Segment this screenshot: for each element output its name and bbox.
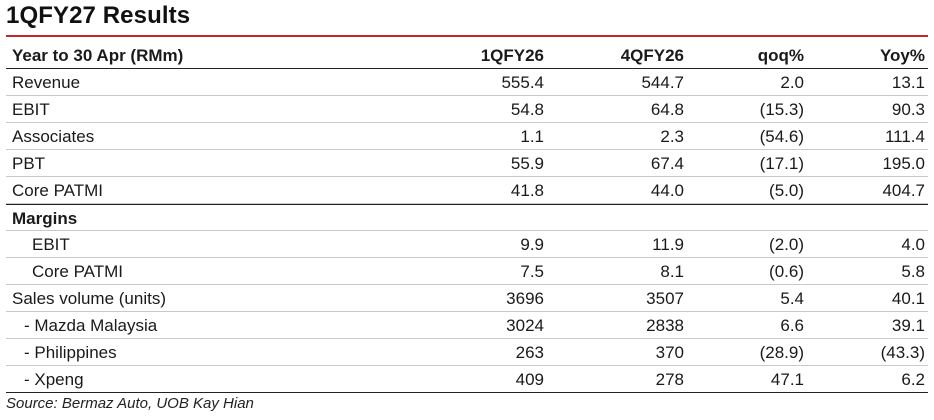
table-row-sales-volume: Sales volume (units) 3696 3507 5.4 40.1	[6, 285, 928, 312]
cell-yoy: 6.2	[901, 370, 925, 389]
cell-1qfy26: 3696	[506, 289, 544, 308]
cell-yoy: 111.4	[884, 127, 925, 146]
table-row-philippines: - Philippines 263 370 (28.9) (43.3)	[6, 339, 928, 366]
cell-1qfy26: 9.9	[520, 235, 544, 254]
cell-1qfy26: 55.9	[510, 154, 544, 173]
table-row-xpeng: - Xpeng 409 278 47.1 6.2	[6, 366, 928, 393]
page-title: 1QFY27 Results	[6, 2, 191, 29]
cell-yoy: 195.0	[882, 154, 925, 173]
cell-4qfy26: 67.4	[650, 154, 684, 173]
cell-1qfy26: 555.4	[501, 73, 544, 92]
table-header-row: Year to 30 Apr (RMm) 1QFY26 4QFY26 qoq% …	[6, 43, 928, 69]
row-label: Core PATMI	[32, 262, 123, 281]
table-row-associates: Associates 1.1 2.3 (54.6) 111.4	[6, 123, 928, 150]
cell-qoq: 47.1	[770, 370, 804, 389]
cell-4qfy26: 2838	[646, 316, 684, 335]
cell-yoy: 39.1	[891, 316, 925, 335]
cell-qoq: (0.6)	[769, 262, 804, 281]
row-label: EBIT	[32, 235, 70, 254]
table-row-margin-core-patmi: Core PATMI 7.5 8.1 (0.6) 5.8	[6, 258, 928, 285]
cell-4qfy26: 544.7	[641, 73, 684, 92]
cell-qoq: (5.0)	[769, 181, 804, 200]
cell-4qfy26: 8.1	[660, 262, 684, 281]
header-col-qoq: qoq%	[757, 46, 804, 65]
cell-yoy: (43.3)	[880, 343, 925, 362]
row-label: PBT	[12, 154, 46, 173]
table-row-core-patmi: Core PATMI 41.8 44.0 (5.0) 404.7	[6, 177, 928, 204]
table-row-margin-ebit: EBIT 9.9 11.9 (2.0) 4.0	[6, 231, 928, 258]
title-divider	[6, 35, 928, 37]
cell-1qfy26: 54.8	[510, 100, 544, 119]
cell-1qfy26: 409	[515, 370, 544, 389]
cell-4qfy26: 370	[655, 343, 684, 362]
cell-1qfy26: 7.5	[520, 262, 544, 281]
row-label: Sales volume (units)	[12, 289, 167, 308]
cell-qoq: 2.0	[780, 73, 804, 92]
cell-qoq: (2.0)	[769, 235, 804, 254]
cell-yoy: 13.1	[891, 73, 925, 92]
row-label: Associates	[12, 127, 95, 146]
cell-yoy: 90.3	[891, 100, 925, 119]
results-table: Year to 30 Apr (RMm) 1QFY26 4QFY26 qoq% …	[6, 43, 928, 393]
table-row-mazda-malaysia: - Mazda Malaysia 3024 2838 6.6 39.1	[6, 312, 928, 339]
cell-qoq: 6.6	[780, 316, 804, 335]
table-row-ebit: EBIT 54.8 64.8 (15.3) 90.3	[6, 96, 928, 123]
cell-1qfy26: 3024	[506, 316, 544, 335]
header-col-4qfy26: 4QFY26	[620, 46, 684, 65]
cell-yoy: 40.1	[891, 289, 925, 308]
cell-yoy: 5.8	[901, 262, 925, 281]
row-label: EBIT	[12, 100, 50, 119]
cell-qoq: (15.3)	[759, 100, 804, 119]
row-label: Core PATMI	[12, 181, 103, 200]
cell-qoq: (17.1)	[759, 154, 804, 173]
source-note: Source: Bermaz Auto, UOB Kay Hian	[6, 395, 254, 412]
header-label: Year to 30 Apr (RMm)	[12, 46, 184, 65]
cell-qoq: 5.4	[780, 289, 804, 308]
header-col-1qfy26: 1QFY26	[480, 46, 544, 65]
cell-4qfy26: 64.8	[650, 100, 684, 119]
row-label: - Philippines	[24, 343, 117, 362]
row-label: - Xpeng	[24, 370, 84, 389]
cell-yoy: 4.0	[901, 235, 925, 254]
row-label: Revenue	[12, 73, 81, 92]
cell-1qfy26: 1.1	[520, 127, 544, 146]
cell-4qfy26: 11.9	[652, 235, 684, 254]
cell-qoq: (28.9)	[759, 343, 804, 362]
row-label: - Mazda Malaysia	[24, 316, 158, 335]
cell-1qfy26: 41.8	[510, 181, 544, 200]
table-row-pbt: PBT 55.9 67.4 (17.1) 195.0	[6, 150, 928, 177]
header-col-yoy: Yoy%	[879, 46, 925, 65]
cell-yoy: 404.7	[882, 181, 925, 200]
cell-1qfy26: 263	[515, 343, 544, 362]
cell-4qfy26: 3507	[646, 289, 684, 308]
cell-4qfy26: 2.3	[660, 127, 684, 146]
table-section-margins: Margins	[6, 204, 928, 231]
table-row-revenue: Revenue 555.4 544.7 2.0 13.1	[6, 69, 928, 96]
cell-4qfy26: 278	[655, 370, 684, 389]
cell-qoq: (54.6)	[759, 127, 804, 146]
cell-4qfy26: 44.0	[650, 181, 684, 200]
section-label: Margins	[12, 209, 78, 228]
